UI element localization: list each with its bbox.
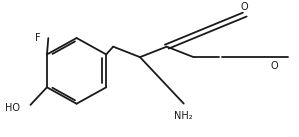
Text: O: O bbox=[270, 61, 278, 71]
Text: O: O bbox=[241, 2, 248, 12]
Text: HO: HO bbox=[5, 102, 20, 112]
Text: NH₂: NH₂ bbox=[174, 111, 193, 121]
Text: F: F bbox=[35, 33, 41, 43]
